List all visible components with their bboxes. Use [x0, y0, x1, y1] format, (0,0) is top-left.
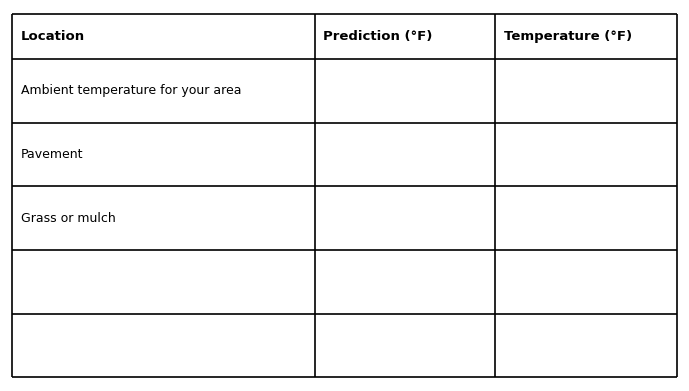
Bar: [495, 123, 677, 187]
Bar: [315, 187, 495, 250]
Bar: [12, 250, 315, 314]
Bar: [495, 187, 677, 250]
Text: Temperature (°F): Temperature (°F): [504, 30, 632, 43]
Bar: [315, 14, 495, 59]
Bar: [315, 250, 495, 314]
Bar: [495, 14, 677, 59]
Bar: [495, 250, 677, 314]
Bar: [12, 14, 315, 59]
Bar: [12, 187, 315, 250]
Text: Location: Location: [21, 30, 85, 43]
Text: Grass or mulch: Grass or mulch: [21, 212, 116, 225]
Text: Pavement: Pavement: [21, 148, 83, 161]
Text: Prediction (°F): Prediction (°F): [323, 30, 432, 43]
Bar: [315, 123, 495, 187]
Bar: [12, 314, 315, 377]
Bar: [495, 314, 677, 377]
Bar: [495, 59, 677, 123]
Bar: [12, 123, 315, 187]
Text: Ambient temperature for your area: Ambient temperature for your area: [21, 84, 241, 97]
Bar: [315, 314, 495, 377]
Bar: [315, 59, 495, 123]
Bar: [12, 59, 315, 123]
